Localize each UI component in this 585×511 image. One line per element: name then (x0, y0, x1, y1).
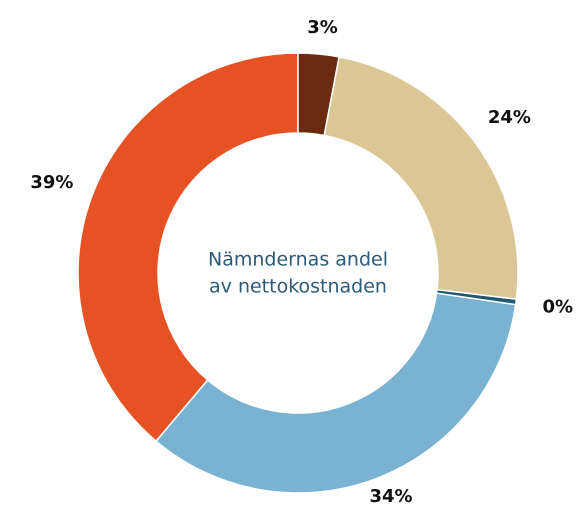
data-label: 0% (542, 296, 573, 317)
donut-slice (155, 292, 517, 494)
center-title: av nettokostnaden (209, 276, 387, 298)
donut-slice (297, 52, 340, 137)
donut-slice (77, 52, 299, 443)
data-label: 24% (488, 107, 531, 128)
donut-slice (323, 55, 519, 300)
center-title: Nämndernas andel (208, 249, 388, 271)
data-label: 34% (369, 486, 412, 507)
data-label: 3% (307, 17, 338, 38)
data-label: 39% (30, 172, 73, 193)
